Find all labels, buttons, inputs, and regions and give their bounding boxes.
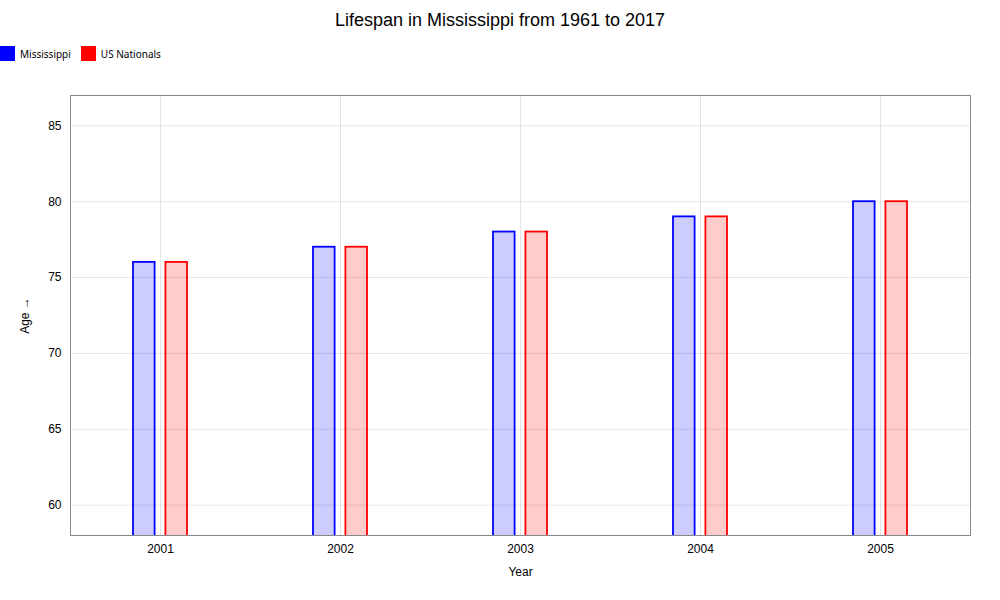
svg-text:2001: 2001: [147, 542, 174, 556]
html-text:Lifespan in Mississippi from 1: Lifespan in Mississippi from 1961 to 201…: [334, 10, 666, 30]
svg-text:60: 60: [48, 498, 62, 512]
svg-text:Year: Year: [508, 565, 532, 579]
svg-text:Age →: Age →: [18, 297, 32, 334]
svg-text:2005: 2005: [867, 542, 894, 556]
svg-text:2002: 2002: [327, 542, 354, 556]
html-text:Mississippi: Mississippi: [20, 46, 71, 61]
html-text:US Nationals: US Nationals: [100, 46, 161, 61]
svg-text:85: 85: [48, 119, 62, 133]
svg-text:65: 65: [48, 422, 62, 436]
svg-text:80: 80: [48, 195, 62, 209]
svg-text:2004: 2004: [687, 542, 714, 556]
svg-text:2003: 2003: [507, 542, 534, 556]
svg-text:75: 75: [48, 270, 62, 284]
svg-text:70: 70: [48, 346, 62, 360]
